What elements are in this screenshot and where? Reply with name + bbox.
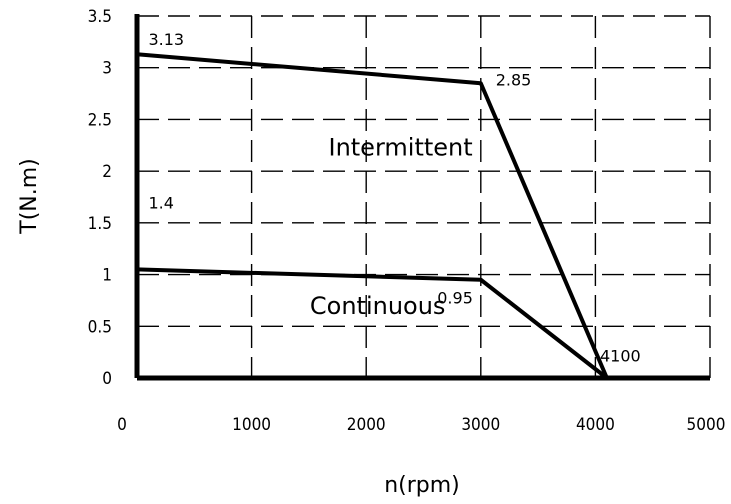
x-tick-label: 1000 bbox=[232, 415, 271, 435]
y-tick-label: 0 bbox=[102, 369, 112, 389]
x-tick-labels: 0 1000 2000 3000 4000 5000 bbox=[117, 415, 725, 435]
series-line-intermittent bbox=[136, 52, 609, 379]
data-labels: 3.13 2.85 1.4 0.95 4100 bbox=[148, 30, 640, 365]
series-line-continuous bbox=[136, 267, 609, 380]
y-tick-label: 0.5 bbox=[88, 317, 112, 337]
y-tick-labels: 0 0.5 1 1.5 2 2.5 3 3.5 bbox=[88, 7, 112, 389]
y-tick-label: 1 bbox=[102, 266, 112, 286]
y-tick-label: 3.5 bbox=[88, 7, 112, 27]
data-label: 3.13 bbox=[148, 30, 184, 49]
curves bbox=[136, 52, 609, 380]
x-tick-label: 5000 bbox=[687, 415, 726, 435]
region-label-continuous: Continuous bbox=[310, 292, 446, 320]
x-tick-label: 2000 bbox=[347, 415, 386, 435]
y-tick-label: 2 bbox=[102, 162, 112, 182]
x-tick-label: 0 bbox=[117, 415, 127, 435]
x-axis-title: n(rpm) bbox=[384, 473, 460, 498]
x-tick-label: 3000 bbox=[461, 415, 500, 435]
data-label: 2.85 bbox=[496, 70, 532, 89]
region-label-intermittent: Intermittent bbox=[328, 134, 472, 162]
region-labels: Intermittent Continuous bbox=[310, 134, 473, 320]
data-label: 0.95 bbox=[437, 289, 473, 308]
x-tick-label: 4000 bbox=[576, 415, 615, 435]
grid bbox=[137, 15, 711, 378]
axes bbox=[134, 14, 710, 381]
data-label: 1.4 bbox=[148, 193, 173, 212]
y-tick-label: 1.5 bbox=[88, 214, 112, 234]
y-axis-title: T(N.m) bbox=[17, 158, 42, 235]
data-label: 4100 bbox=[600, 346, 641, 365]
y-tick-label: 2.5 bbox=[88, 110, 112, 130]
y-tick-label: 3 bbox=[102, 59, 112, 79]
